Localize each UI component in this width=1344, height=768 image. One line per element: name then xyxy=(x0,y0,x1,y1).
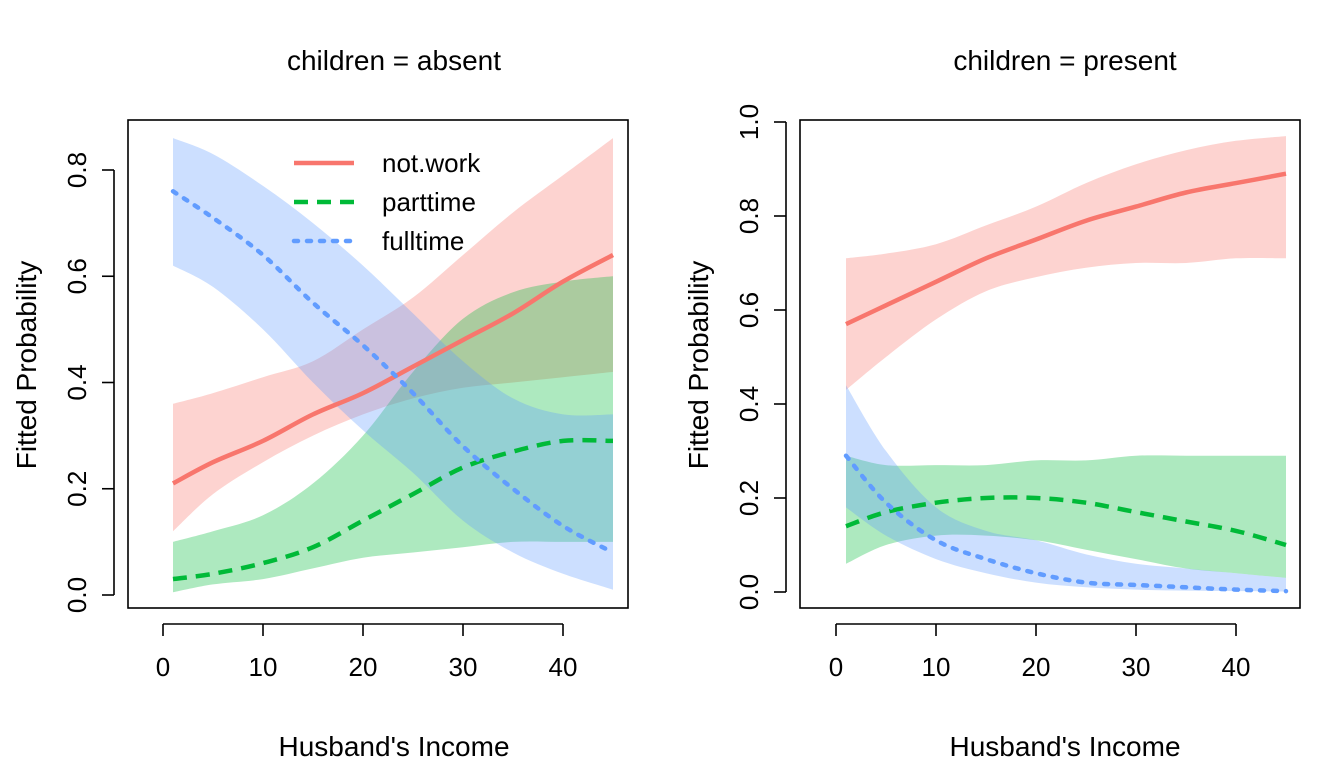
x-tick-label: 30 xyxy=(1122,652,1151,682)
y-tick-label: 0.4 xyxy=(62,364,92,400)
x-tick-label: 0 xyxy=(156,652,170,682)
panel-children-absent: children = absent Husband's Income Fitte… xyxy=(11,45,629,762)
y-tick-label: 0.4 xyxy=(734,386,764,422)
y-tick-label: 0.6 xyxy=(734,292,764,328)
legend: not.work parttime fulltime xyxy=(291,148,481,256)
ci-band-fulltime xyxy=(173,138,613,590)
x-tick-label: 10 xyxy=(922,652,951,682)
ci-band-not-work xyxy=(846,136,1286,390)
plot-frame xyxy=(799,119,1301,609)
axes: 0 10 20 30 40 0.0 0.2 0.4 0.6 0.8 xyxy=(62,152,577,682)
ci-bands xyxy=(846,136,1286,592)
fit-line-fulltime xyxy=(843,453,1289,594)
x-tick-label: 30 xyxy=(449,652,478,682)
fit-lines xyxy=(843,171,1289,594)
y-tick-label: 1.0 xyxy=(734,104,764,140)
y-tick-label: 0.8 xyxy=(734,198,764,234)
x-tick-label: 10 xyxy=(249,652,278,682)
panel-title: children = present xyxy=(953,45,1177,76)
plot-frame xyxy=(127,119,629,609)
fit-line-not-work xyxy=(171,253,615,486)
y-axis-label: Fitted Probability xyxy=(11,261,42,470)
ci-bands xyxy=(173,138,613,593)
x-tick-label: 0 xyxy=(829,652,843,682)
ci-band-parttime xyxy=(846,455,1286,578)
panel-title: children = absent xyxy=(287,45,501,76)
axes: 0 10 20 30 40 0.0 0.2 0.4 0.6 0.8 1.0 xyxy=(734,104,1250,682)
x-axis-label: Husband's Income xyxy=(949,731,1180,762)
x-axis-label: Husband's Income xyxy=(278,731,509,762)
x-tick-label: 20 xyxy=(1022,652,1051,682)
y-tick-label: 0.0 xyxy=(734,574,764,610)
fit-line-not-work xyxy=(845,171,1287,327)
ci-band-not-work xyxy=(173,138,613,532)
x-tick-label: 40 xyxy=(1222,652,1251,682)
y-tick-label: 0.8 xyxy=(62,152,92,188)
y-axis-label: Fitted Probability xyxy=(683,261,714,470)
fit-line-parttime xyxy=(172,437,614,582)
x-tick-label: 40 xyxy=(549,652,578,682)
y-tick-label: 0.2 xyxy=(62,471,92,507)
x-tick-label: 20 xyxy=(349,652,378,682)
fit-line-parttime xyxy=(845,495,1287,548)
ci-band-parttime xyxy=(173,276,613,593)
fit-lines xyxy=(170,189,616,582)
legend-label-parttime: parttime xyxy=(382,187,476,217)
panel-children-present: children = present Husband's Income Fitt… xyxy=(683,45,1301,762)
y-tick-label: 0.0 xyxy=(62,577,92,613)
y-tick-label: 0.2 xyxy=(734,480,764,516)
y-tick-label: 0.6 xyxy=(62,258,92,294)
legend-label-fulltime: fulltime xyxy=(382,226,464,256)
ci-band-fulltime xyxy=(846,385,1286,592)
legend-label-not-work: not.work xyxy=(382,148,481,178)
